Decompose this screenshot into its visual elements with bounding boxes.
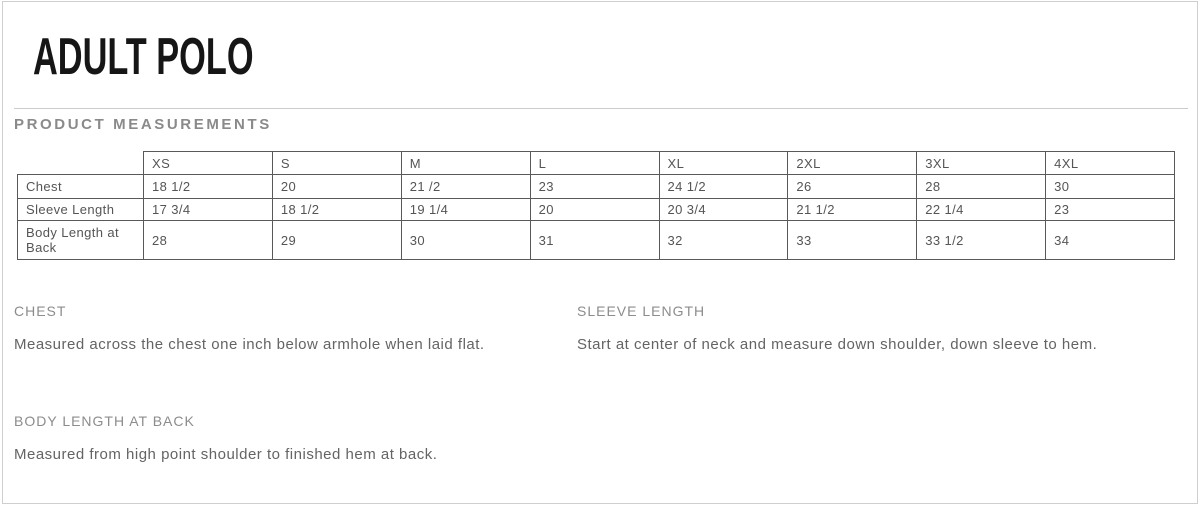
table-cell: 33 bbox=[787, 220, 918, 260]
table-cell: 21 /2 bbox=[400, 174, 531, 199]
column-header-2xl: 2XL bbox=[787, 151, 918, 175]
table-cell: 20 bbox=[529, 198, 660, 221]
definition-heading: SLEEVE LENGTH bbox=[577, 303, 706, 319]
table-cell: 33 1/2 bbox=[916, 220, 1047, 260]
table-cell: 20 bbox=[271, 174, 402, 199]
page-title: ADULT POLO bbox=[33, 28, 254, 86]
table-row-sleeve-length: Sleeve Length 17 3/4 18 1/2 19 1/4 20 20… bbox=[17, 198, 1175, 221]
row-label: Sleeve Length bbox=[17, 198, 144, 221]
table-cell: 23 bbox=[1045, 198, 1175, 221]
table-cell: 20 3/4 bbox=[658, 198, 789, 221]
definition-chest: CHEST Measured across the chest one inch… bbox=[14, 303, 554, 361]
section-divider bbox=[14, 108, 1188, 109]
column-header-xs: XS bbox=[143, 151, 273, 175]
table-cell: 24 1/2 bbox=[658, 174, 789, 199]
table-cell: 30 bbox=[400, 220, 531, 260]
column-header-l: L bbox=[529, 151, 660, 175]
row-label: Body Length at Back bbox=[17, 220, 144, 260]
table-cell: 17 3/4 bbox=[143, 198, 273, 221]
section-title: PRODUCT MEASUREMENTS bbox=[14, 116, 272, 133]
table-cell: 19 1/4 bbox=[400, 198, 531, 221]
table-cell: 28 bbox=[916, 174, 1047, 199]
table-cell: 18 1/2 bbox=[271, 198, 402, 221]
table-row-chest: Chest 18 1/2 20 21 /2 23 24 1/2 26 28 30 bbox=[17, 174, 1175, 199]
table-cell: 32 bbox=[658, 220, 789, 260]
definition-text: Measured from high point shoulder to fin… bbox=[14, 446, 438, 463]
table-cell: 22 1/4 bbox=[916, 198, 1047, 221]
table-cell: 30 bbox=[1045, 174, 1175, 199]
table-cell: 21 1/2 bbox=[787, 198, 918, 221]
size-chart-table: XS S M L XL 2XL 3XL 4XL Chest 18 1/2 20 … bbox=[17, 151, 1175, 260]
column-header-4xl: 4XL bbox=[1045, 151, 1175, 175]
table-header-row: XS S M L XL 2XL 3XL 4XL bbox=[18, 151, 1175, 175]
table-cell: 29 bbox=[271, 220, 402, 260]
column-header-m: M bbox=[400, 151, 531, 175]
definition-heading: BODY LENGTH AT BACK bbox=[14, 413, 195, 429]
table-cell: 26 bbox=[787, 174, 918, 199]
column-header-s: S bbox=[271, 151, 402, 175]
definition-text: Measured across the chest one inch below… bbox=[14, 336, 485, 353]
corner-cell bbox=[18, 152, 144, 175]
table-cell: 28 bbox=[143, 220, 273, 260]
definition-heading: CHEST bbox=[14, 303, 67, 319]
definition-body-length-at-back: BODY LENGTH AT BACK Measured from high p… bbox=[14, 413, 574, 471]
table-cell: 18 1/2 bbox=[143, 174, 273, 199]
table-cell: 23 bbox=[529, 174, 660, 199]
table-row-body-length-at-back: Body Length at Back 28 29 30 31 32 33 33… bbox=[17, 220, 1175, 260]
row-label: Chest bbox=[17, 174, 144, 199]
table-cell: 34 bbox=[1045, 220, 1175, 260]
definition-text: Start at center of neck and measure down… bbox=[577, 336, 1098, 353]
column-header-3xl: 3XL bbox=[916, 151, 1047, 175]
column-header-xl: XL bbox=[658, 151, 789, 175]
table-cell: 31 bbox=[529, 220, 660, 260]
definition-sleeve-length: SLEEVE LENGTH Start at center of neck an… bbox=[577, 303, 1120, 361]
